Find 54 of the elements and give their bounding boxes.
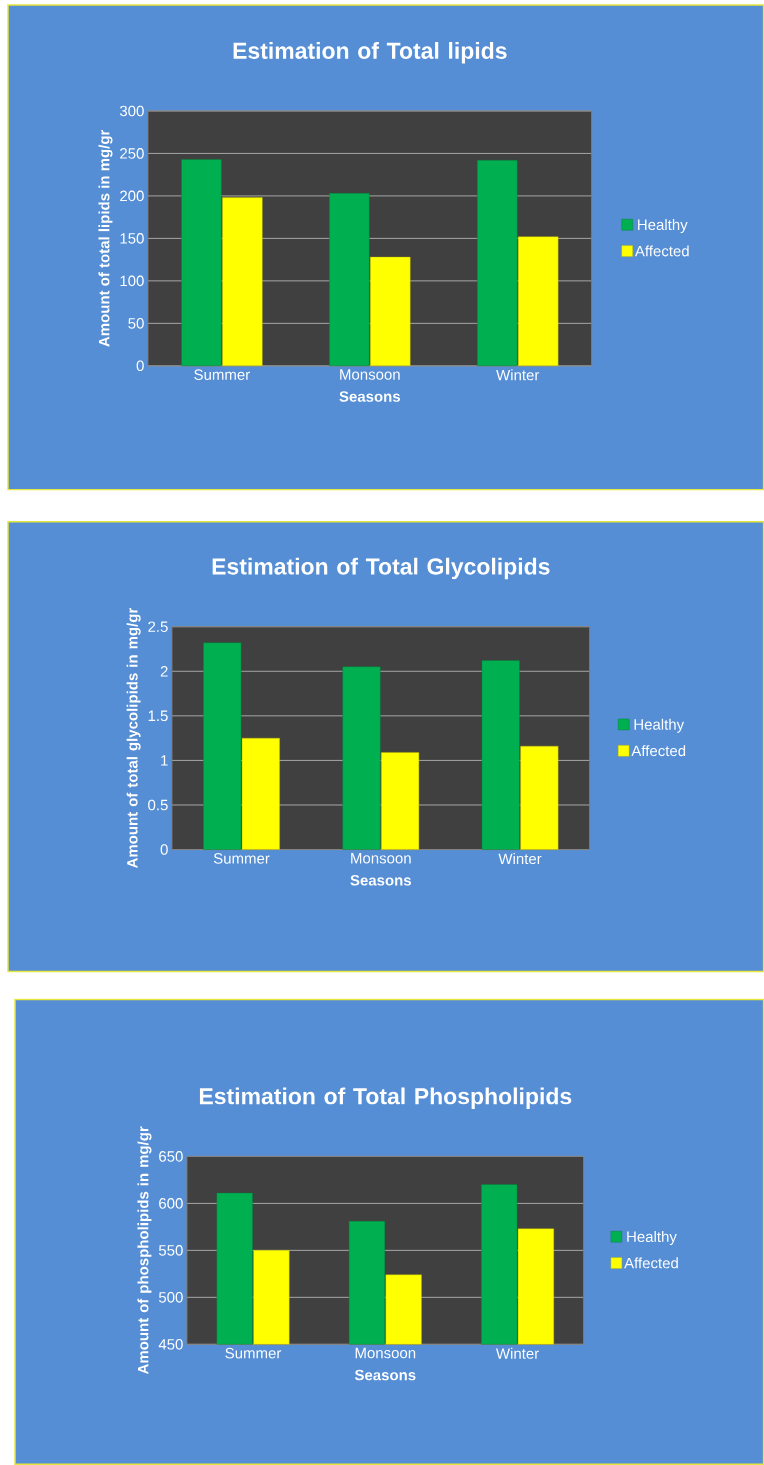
x-tick-label: Monsoon xyxy=(351,853,411,864)
y-tick-label: 300 xyxy=(119,105,144,117)
x-tick-label: Winter xyxy=(495,1347,539,1359)
bar xyxy=(329,193,370,367)
bar xyxy=(222,197,263,367)
x-tick-label: Monsoon xyxy=(340,369,400,380)
y-tick-label: 550 xyxy=(158,1245,183,1256)
bar xyxy=(369,256,411,367)
bar xyxy=(342,666,381,850)
bar xyxy=(476,160,518,367)
y-tick-label: 2.5 xyxy=(148,621,168,632)
y-tick-label: 450 xyxy=(158,1339,183,1350)
chart-title: Estimation of Total lipids xyxy=(233,42,507,64)
y-tick-label: 100 xyxy=(120,275,144,287)
x-tick-label: Winter xyxy=(495,369,539,381)
y-tick-label: 650 xyxy=(158,1151,183,1162)
bar xyxy=(241,737,280,850)
bar xyxy=(481,660,520,850)
bar xyxy=(181,159,222,367)
chart-title: Estimation of Total Phospholipids xyxy=(199,1087,572,1109)
y-tick-label: 50 xyxy=(128,318,144,329)
legend-label: Affected xyxy=(631,745,685,757)
legend-label: Healthy xyxy=(637,219,688,233)
y-axis-title: Amount of phospholipids in mg/gr xyxy=(137,1126,152,1375)
y-tick-label: 200 xyxy=(119,190,144,202)
y-tick-label: 150 xyxy=(120,233,144,244)
legend-label: Affected xyxy=(623,1257,678,1269)
y-tick-label: 0 xyxy=(136,360,144,372)
y-tick-label: 2 xyxy=(160,666,168,677)
legend-label: Healthy xyxy=(627,1231,677,1245)
y-tick-label: 0.5 xyxy=(147,799,168,811)
x-axis-title: Seasons xyxy=(350,874,411,886)
x-axis-title: Seasons xyxy=(354,1369,416,1381)
legend-label: Healthy xyxy=(634,718,684,733)
y-tick-label: 1 xyxy=(161,755,168,766)
y-tick-label: 0 xyxy=(160,844,168,855)
y-tick-label: 600 xyxy=(158,1198,183,1209)
y-tick-label: 1.5 xyxy=(148,710,168,722)
x-tick-label: Winter xyxy=(498,853,542,865)
y-axis-title: Amount of total glycolipids in mg/gr xyxy=(126,607,141,869)
chart-title: Estimation of Total Glycolipids xyxy=(212,557,550,580)
x-tick-label: Summer xyxy=(194,369,250,380)
x-tick-label: Summer xyxy=(225,1347,281,1359)
bar xyxy=(517,236,559,367)
x-tick-label: Monsoon xyxy=(355,1347,415,1359)
y-axis-title: Amount of total lipids in mg/gr xyxy=(98,129,113,347)
y-tick-label: 500 xyxy=(158,1292,183,1303)
x-axis-title: Seasons xyxy=(339,391,400,402)
bar xyxy=(520,745,559,850)
bar xyxy=(380,752,419,850)
bar xyxy=(203,642,242,850)
x-tick-label: Summer xyxy=(213,853,270,864)
legend-label: Affected xyxy=(634,245,689,257)
y-tick-label: 250 xyxy=(119,148,144,159)
